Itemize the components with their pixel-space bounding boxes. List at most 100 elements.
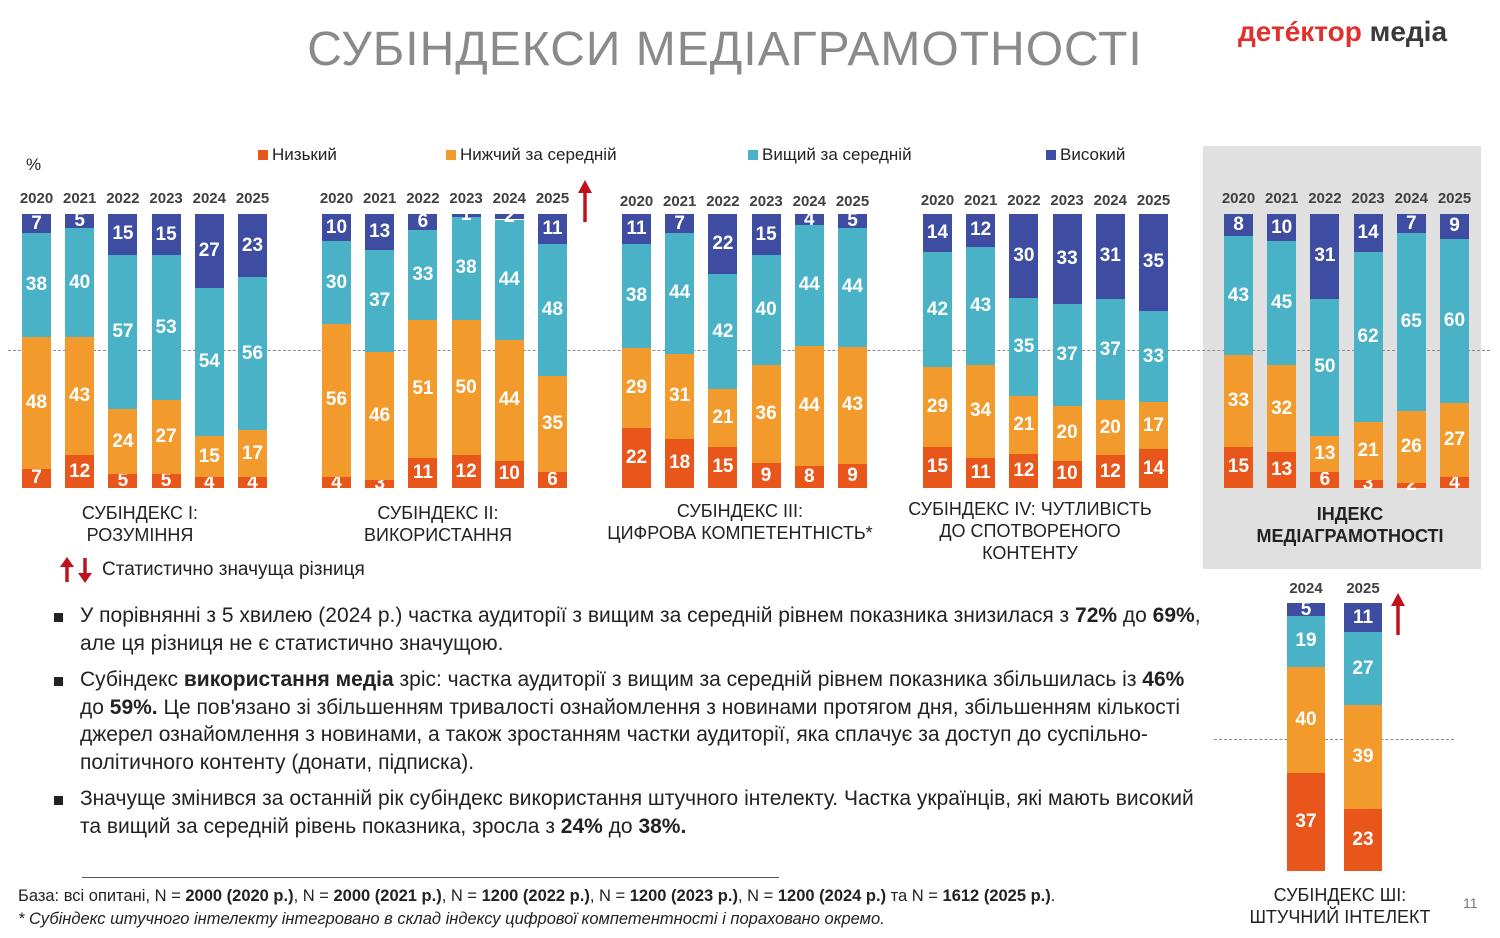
stacked-bar: 22 29 38 11 — [622, 214, 651, 488]
bold-text: 24% — [560, 814, 603, 838]
bar-segment-below: 15 — [194, 435, 224, 478]
bar-segment-above: 62 — [1353, 252, 1383, 423]
bar-segment-low: 4 — [1440, 472, 1469, 493]
bar-segment-below: 20 — [1095, 400, 1125, 456]
year-label: 2020 — [1221, 190, 1256, 207]
data-label: 40 — [69, 271, 91, 293]
bar-segment-high: 5 — [838, 210, 867, 231]
year-label: 2024 — [492, 190, 526, 207]
bar-segment-high: 8 — [1224, 214, 1253, 237]
text-run: Це пов'язано зі збільшенням тривалості о… — [80, 695, 1181, 774]
bar-segment-low: 3 — [1353, 473, 1383, 494]
bar-segment-above: 57 — [108, 254, 138, 410]
bar-segment-above: 33 — [1139, 310, 1168, 403]
year-label: 2021 — [663, 193, 697, 210]
chart-title: СУБІНДЕКС ІІІ: ЦИФРОВА КОМПЕТЕНТНІСТЬ* — [600, 500, 880, 544]
bar-segment-low: 15 — [923, 446, 952, 488]
data-label: 8 — [1233, 214, 1244, 236]
bar-segment-above: 35 — [1009, 297, 1039, 396]
data-label: 15 — [155, 223, 177, 245]
data-label: 4 — [204, 471, 215, 493]
data-label: 35 — [541, 412, 564, 434]
chart-title-line: ВИКОРИСТАННЯ — [364, 525, 512, 545]
year-label: 2021 — [1265, 190, 1299, 207]
bar-segment-below: 51 — [408, 319, 438, 459]
bold-text: 2000 (2021 р.) — [333, 887, 442, 905]
data-label: 20 — [1056, 422, 1078, 444]
bar-segment-high: 15 — [751, 214, 781, 256]
reference-dashed-line — [1214, 739, 1454, 740]
data-label: 18 — [669, 452, 691, 474]
year-label: 2023 — [1050, 192, 1084, 209]
bar-segment-below: 32 — [1267, 364, 1297, 453]
data-label: 19 — [1295, 630, 1317, 652]
data-label: 43 — [970, 294, 992, 316]
year-label: 2023 — [749, 193, 783, 210]
bar-segment-below: 29 — [622, 348, 651, 428]
bar-segment-low: 23 — [1344, 809, 1382, 871]
stacked-bar: 5 27 53 15 — [151, 214, 181, 491]
data-label: 45 — [1271, 292, 1293, 314]
data-label: 7 — [31, 467, 42, 489]
chart-title: СУБІНДЕКС І: РОЗУМІННЯ — [30, 502, 250, 546]
data-label: 44 — [798, 394, 820, 416]
data-label: 43 — [1227, 284, 1250, 306]
data-label: 13 — [1314, 442, 1336, 464]
bar-segment-below: 46 — [365, 352, 395, 480]
bar-segment-low: 5 — [108, 470, 138, 491]
bold-text: 2000 (2020 р.) — [185, 887, 294, 905]
bar-segment-low: 5 — [151, 470, 181, 491]
data-label: 42 — [712, 320, 734, 342]
text-run: , N = — [589, 887, 630, 905]
bold-text: 1612 (2025 р.) — [942, 887, 1051, 905]
bar-segment-low: 15 — [1224, 446, 1253, 488]
bold-text: 1200 (2022 р.) — [481, 887, 590, 905]
bullet-item: У порівнянні з 5 хвилею (2024 р.) частка… — [52, 602, 1202, 657]
data-label: 10 — [1056, 463, 1078, 485]
bar-segment-above: 44 — [665, 233, 695, 354]
bar-segment-high: 11 — [538, 214, 567, 245]
bar-segment-below: 27 — [1440, 403, 1469, 478]
data-label: 10 — [1271, 216, 1293, 238]
chart-title-line: ЦИФРОВА КОМПЕТЕНТНІСТЬ* — [607, 523, 873, 543]
data-label: 34 — [970, 400, 992, 422]
chart-title: ІНДЕКС МЕДІАГРАМОТНОСТІ — [1225, 503, 1475, 547]
chart-title-line: СУБІНДЕКС І: — [81, 503, 199, 523]
bar-segment-below: 44 — [494, 340, 524, 461]
data-label: 15 — [926, 456, 949, 478]
text-run: та N = — [886, 887, 943, 905]
bold-text: 72% — [1075, 604, 1118, 627]
stacked-bar: 5 24 57 15 — [108, 214, 138, 491]
legend-swatch-above — [748, 150, 758, 160]
year-label: 2021 — [964, 192, 998, 209]
stacked-bar: 4 17 56 23 — [238, 214, 267, 493]
year-label: 2024 — [192, 190, 226, 207]
data-label: 38 — [25, 274, 48, 296]
year-label: 2025 — [235, 190, 270, 207]
data-label: 11 — [542, 218, 563, 240]
data-label: 6 — [547, 468, 558, 490]
bar-segment-low: 9 — [751, 463, 781, 488]
legend-swatch-below — [446, 150, 456, 160]
footnote-base: База: всі опитані, N = 2000 (2020 р.), N… — [18, 887, 1055, 906]
significance-legend-text: Статистично значуща різниця — [102, 559, 365, 580]
stacked-bar: 12 43 40 5 — [65, 210, 95, 488]
bar-segment-low: 11 — [408, 458, 438, 488]
year-label: 2022 — [706, 193, 740, 210]
bar-segment-low: 4 — [238, 472, 267, 493]
bar-segment-below: 56 — [322, 323, 351, 478]
data-label: 50 — [455, 376, 477, 398]
data-label: 43 — [841, 394, 864, 416]
bar-segment-above: 19 — [1287, 616, 1325, 667]
chart-title: СУБІНДЕКС ШІ: ШТУЧНИЙ ІНТЕЛЕКТ — [1240, 884, 1440, 928]
bar-segment-high: 2 — [494, 206, 524, 227]
bar-segment-high: 15 — [108, 214, 138, 255]
bar-segment-high: 10 — [322, 214, 351, 242]
bar-segment-above: 48 — [538, 244, 567, 376]
text-run: до — [1117, 604, 1153, 627]
bar-segment-below: 13 — [1310, 435, 1340, 472]
year-label: 2022 — [1007, 192, 1041, 209]
data-label: 2 — [504, 205, 515, 227]
bar-segment-above: 40 — [751, 255, 781, 365]
bar-segment-low: 6 — [538, 468, 567, 490]
